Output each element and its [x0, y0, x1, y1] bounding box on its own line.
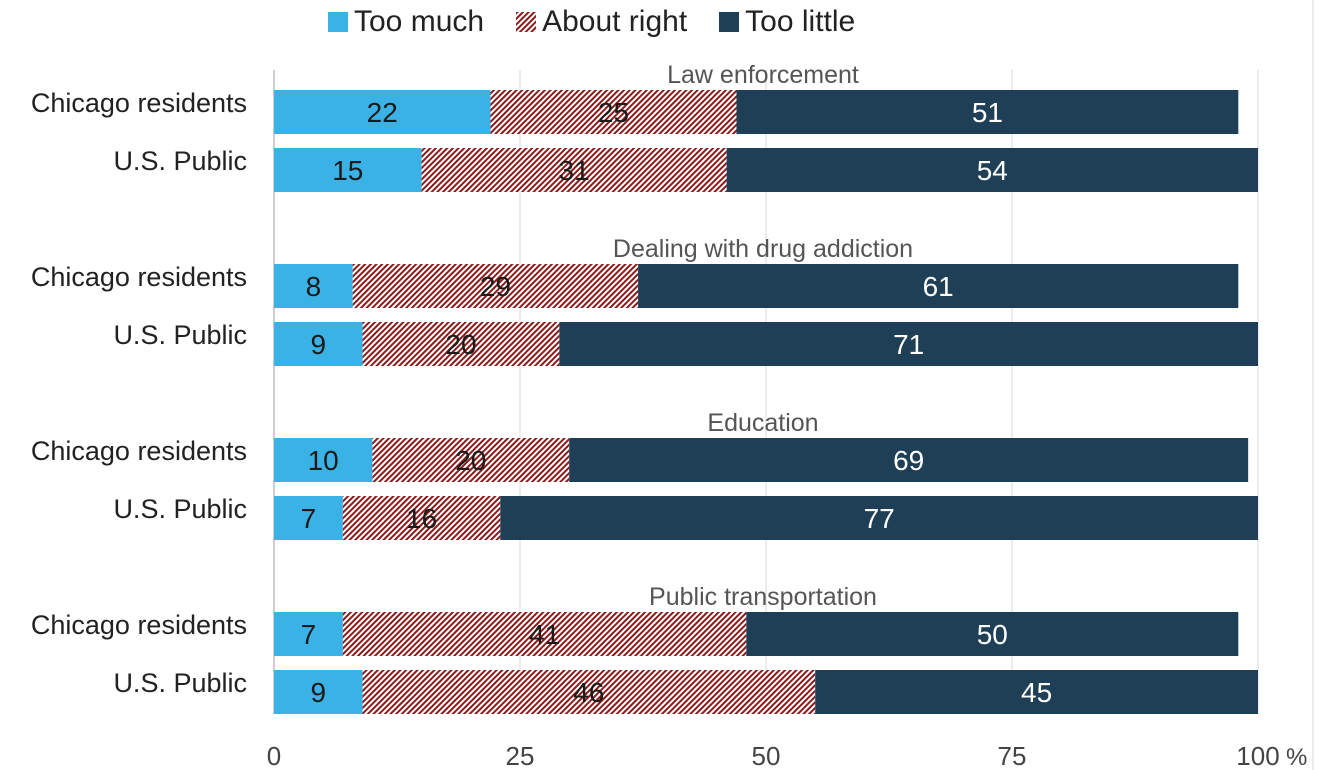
bar-segment-too-much	[274, 264, 353, 308]
group-title: Public transportation	[649, 583, 877, 611]
data-label: 69	[893, 445, 924, 476]
data-label: 15	[332, 155, 363, 186]
x-tick-label: 25	[506, 741, 535, 770]
data-label: 7	[301, 503, 317, 534]
bar-segment-too-little	[500, 496, 1258, 540]
data-label: 8	[306, 271, 322, 302]
legend: Too much About right Too little	[328, 4, 855, 40]
bar-segment-too-much	[274, 670, 363, 714]
legend-swatch-too-much	[328, 12, 348, 32]
bar-segment-too-little	[569, 438, 1249, 482]
x-tick-label: 0	[267, 741, 281, 770]
bar-segment-about-right	[421, 148, 727, 192]
x-unit-label: %	[1286, 744, 1307, 770]
legend-item-too-much: Too much	[328, 5, 484, 39]
data-label: 10	[308, 445, 339, 476]
data-label: 51	[972, 97, 1003, 128]
bar-segment-too-little	[736, 90, 1239, 134]
data-label: 50	[977, 619, 1008, 650]
legend-swatch-too-little	[719, 12, 740, 32]
legend-item-about-right: About right	[516, 5, 687, 39]
data-label: 25	[598, 97, 629, 128]
data-label: 77	[864, 503, 895, 534]
bar-segment-too-little	[638, 264, 1239, 308]
row-label: Chicago residents	[31, 262, 247, 292]
row-label: U.S. Public	[113, 668, 247, 698]
x-tick-label: 75	[998, 741, 1027, 770]
data-label: 7	[301, 619, 317, 650]
bar-segment-about-right	[362, 322, 560, 366]
bar-segment-about-right	[342, 496, 501, 540]
data-label: 22	[367, 97, 398, 128]
data-label: 31	[559, 155, 590, 186]
data-label: 9	[310, 329, 326, 360]
data-label: 61	[923, 271, 954, 302]
data-label: 71	[893, 329, 924, 360]
legend-label-about-right: About right	[542, 5, 688, 38]
bar-segment-too-little	[559, 322, 1258, 366]
bar-segment-too-much	[274, 496, 343, 540]
data-label: 29	[480, 271, 511, 302]
data-label: 9	[310, 677, 326, 708]
bar-segment-about-right	[352, 264, 639, 308]
data-label: 45	[1021, 677, 1052, 708]
legend-label-too-little: Too little	[745, 5, 856, 38]
bar-segment-too-little	[726, 148, 1258, 192]
bar-segment-too-much	[274, 90, 491, 134]
bar-segment-about-right	[362, 670, 816, 714]
group-title: Education	[707, 409, 818, 437]
data-label: 46	[573, 677, 604, 708]
data-label: 41	[529, 619, 560, 650]
row-label: U.S. Public	[113, 494, 247, 524]
bar-segment-about-right	[372, 438, 570, 482]
legend-label-too-much: Too much	[354, 5, 485, 38]
data-label: 20	[445, 329, 476, 360]
row-label: Chicago residents	[31, 436, 247, 466]
legend-item-too-little: Too little	[719, 5, 855, 39]
group-title: Law enforcement	[667, 61, 859, 89]
x-tick-label: 100	[1236, 741, 1279, 770]
row-label: Chicago residents	[31, 88, 247, 118]
bar-segment-too-much	[274, 322, 363, 366]
legend-swatch-about-right	[516, 12, 537, 32]
bar-segment-too-much	[274, 612, 343, 656]
bar-segment-about-right	[342, 612, 747, 656]
data-label: 54	[977, 155, 1008, 186]
x-tick-label: 50	[752, 741, 781, 770]
bar-segment-about-right	[490, 90, 737, 134]
row-label: Chicago residents	[31, 610, 247, 640]
bar-segment-too-much	[274, 438, 373, 482]
data-label: 16	[406, 503, 437, 534]
bar-segment-too-little	[746, 612, 1239, 656]
data-label: 20	[455, 445, 486, 476]
row-label: U.S. Public	[113, 146, 247, 176]
group-title: Dealing with drug addiction	[613, 235, 913, 263]
row-label: U.S. Public	[113, 320, 247, 350]
bar-segment-too-much	[274, 148, 422, 192]
bar-segment-too-little	[815, 670, 1258, 714]
